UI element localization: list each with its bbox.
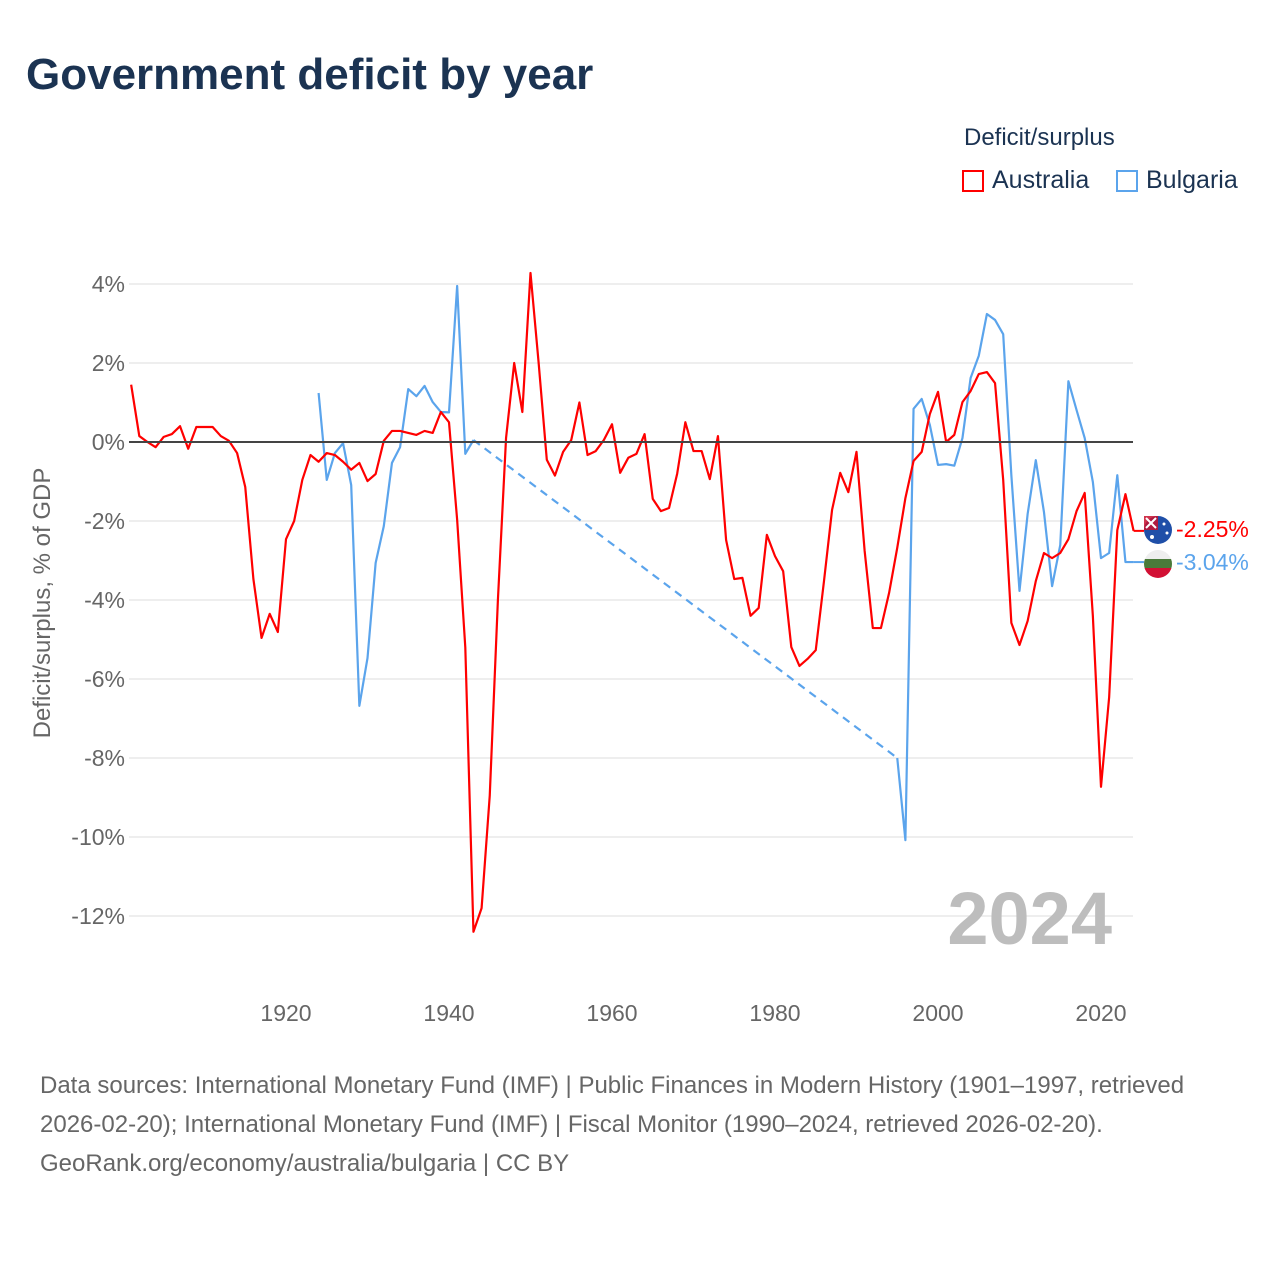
x-tick-label: 1920	[260, 1000, 311, 1026]
y-tick-label: -4%	[84, 587, 125, 613]
legend-label-bulgaria: Bulgaria	[1146, 166, 1238, 194]
y-tick-label: -12%	[71, 903, 125, 929]
x-tick-label: 1980	[749, 1000, 800, 1026]
australia-flag-icon	[1144, 516, 1172, 544]
bulgaria-line-segment	[317, 284, 475, 707]
y-tick-label: -10%	[71, 824, 125, 850]
legend-label-australia: Australia	[992, 166, 1090, 194]
legend-swatch-bulgaria	[1116, 169, 1138, 192]
x-tick-label: 1940	[423, 1000, 474, 1026]
bulgaria-flag-icon	[1144, 550, 1172, 578]
y-tick-label: 0%	[92, 429, 125, 455]
legend-swatch-australia	[962, 169, 984, 192]
y-tick-label: 4%	[92, 271, 125, 297]
page-title: Government deficit by year	[26, 50, 594, 99]
y-tick-label: -6%	[84, 666, 125, 692]
x-tick-label: 1960	[586, 1000, 637, 1026]
x-tick-label: 2000	[912, 1000, 963, 1026]
source-text: Data sources: International Monetary Fun…	[40, 1072, 1185, 1138]
y-tick-label: 2%	[92, 350, 125, 376]
end-label-bulgaria: -3.04%	[1176, 549, 1249, 575]
x-tick-label: 2020	[1075, 1000, 1126, 1026]
year-watermark: 2024	[947, 877, 1112, 960]
australia-line	[130, 271, 1135, 933]
legend-item-bulgaria[interactable]: Bulgaria	[1116, 166, 1238, 195]
bulgaria-gap-line	[472, 439, 898, 759]
y-tick-label: -2%	[84, 508, 125, 534]
source-link[interactable]: GeoRank.org/economy/australia/bulgaria |…	[40, 1150, 570, 1177]
legend-item-australia[interactable]: Australia	[962, 166, 1089, 195]
y-axis-label: Deficit/surplus, % of GDP	[29, 468, 56, 739]
source-note: Data sources: International Monetary Fun…	[40, 1066, 1240, 1183]
bulgaria-line-segment	[896, 312, 1134, 842]
line-chart: 4% 2% 0% -2% -4% -6% -8% -10% -12% 1920 1940 1960 19…	[29, 271, 1249, 1026]
y-tick-label: -8%	[84, 745, 125, 771]
end-label-australia: -2.25%	[1176, 516, 1249, 542]
legend-title: Deficit/surplus	[964, 124, 1115, 151]
